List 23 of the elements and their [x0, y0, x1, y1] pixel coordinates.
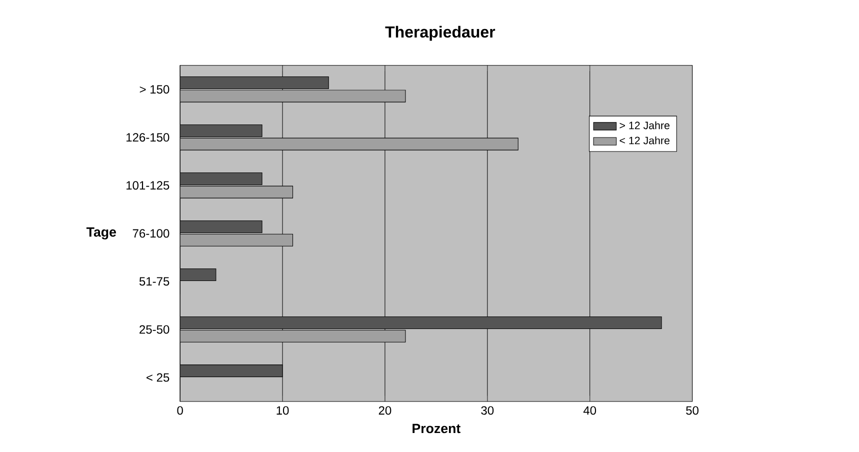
y-tick-label: 25-50 [140, 325, 170, 334]
chart-title: Therapiedauer [385, 26, 496, 41]
y-tick-label: < 25 [146, 373, 170, 382]
bar [180, 330, 406, 342]
y-tick-label: 76-100 [132, 229, 170, 238]
x-tick-label: 30 [481, 406, 494, 415]
legend-label: < 12 Jahre [620, 136, 670, 144]
y-tick-label: 126-150 [126, 133, 170, 142]
x-tick-label: 10 [276, 406, 289, 415]
bar [180, 138, 518, 150]
bar [180, 234, 294, 246]
x-tick-label: 20 [378, 406, 392, 415]
x-axis-title: Prozent [412, 424, 460, 434]
x-tick-label: 40 [583, 406, 596, 415]
y-axis-title: Tage [86, 227, 116, 240]
bar [180, 186, 294, 198]
x-tick-label: 0 [177, 406, 183, 415]
y-tick-label: 51-75 [139, 277, 170, 286]
y-tick-label: > 150 [140, 85, 170, 94]
legend-label: > 12 Jahre [620, 121, 670, 130]
y-tick-label: 101-125 [126, 181, 170, 190]
bar [180, 90, 406, 102]
x-tick-label: 50 [686, 406, 698, 415]
